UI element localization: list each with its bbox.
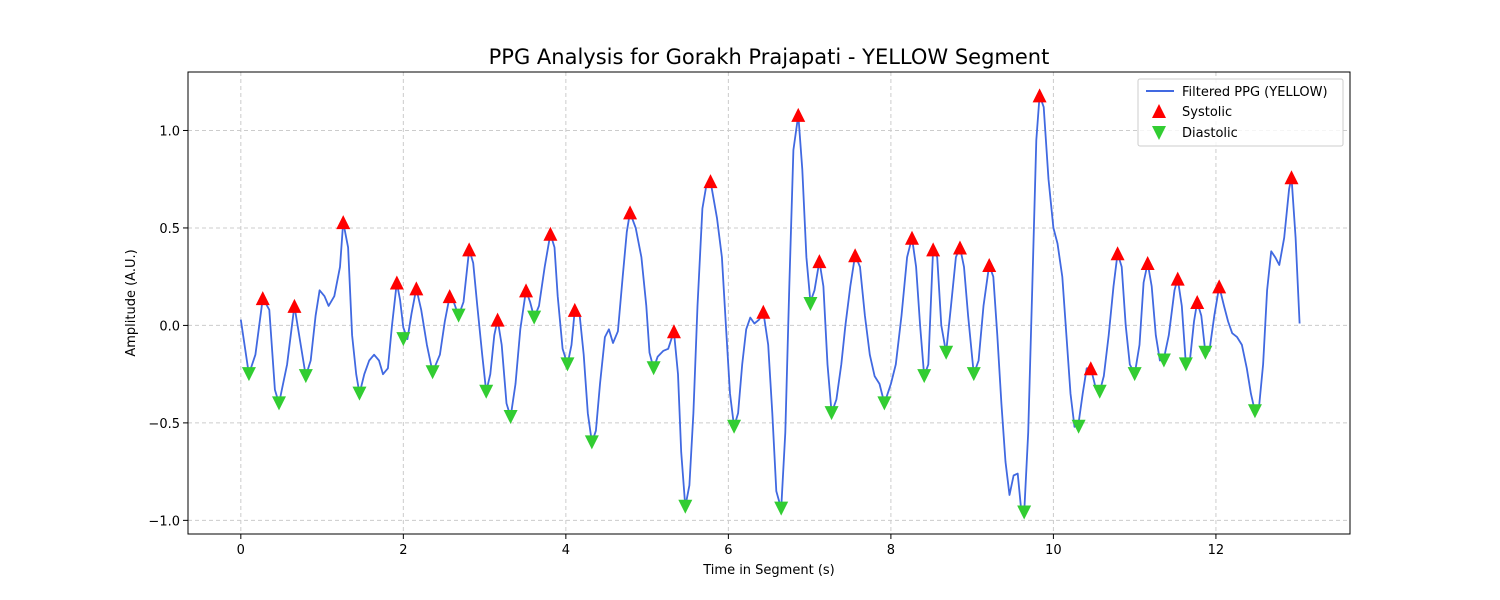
diastolic-marker	[1178, 357, 1193, 372]
diastolic-marker	[678, 499, 693, 514]
diastolic-marker	[1127, 367, 1142, 382]
systolic-marker	[1212, 279, 1227, 294]
systolic-marker	[812, 254, 827, 269]
y-tick-label: −1.0	[148, 514, 180, 529]
legend-box	[1137, 78, 1344, 147]
systolic-marker	[926, 242, 941, 257]
y-tick-label: −0.5	[148, 417, 180, 432]
diastolic-marker	[241, 367, 256, 382]
y-axis-label: Amplitude (A.U.)	[124, 249, 139, 356]
systolic-marker	[336, 215, 351, 230]
diastolic-marker	[451, 308, 466, 323]
diastolic-marker	[939, 345, 954, 360]
diastolic-marker	[803, 296, 818, 311]
systolic-marker	[703, 174, 718, 189]
systolic-marker	[409, 281, 424, 296]
legend-systolic-swatch	[1152, 104, 1166, 118]
y-axis: −1.0 −0.5 0.0 0.5 1.0	[148, 124, 188, 529]
x-tick-label: 8	[887, 543, 895, 558]
systolic-marker	[543, 226, 558, 241]
diastolic-marker	[1198, 345, 1213, 360]
diastolic-marker	[727, 419, 742, 434]
legend: Filtered PPG (YELLOW) Systolic Diastolic	[1137, 78, 1344, 147]
systolic-marker	[1190, 295, 1205, 310]
systolic-marker	[666, 324, 681, 339]
systolic-marker	[442, 289, 457, 304]
systolic-marker	[462, 242, 477, 257]
x-tick-label: 4	[562, 543, 570, 558]
x-axis: 0 2 4 6 8 10 12	[237, 534, 1225, 558]
diastolic-marker	[272, 396, 287, 411]
legend-entry-filtered: Filtered PPG (YELLOW)	[1182, 85, 1328, 100]
diastolic-marker	[298, 369, 313, 384]
plot-area	[239, 88, 1301, 520]
diastolic-marker	[352, 386, 367, 401]
diastolic-marker	[1247, 404, 1262, 419]
diastolic-marker	[527, 310, 542, 325]
diastolic-marker	[584, 435, 599, 450]
systolic-marker	[1032, 88, 1047, 103]
legend-diastolic-swatch	[1152, 126, 1166, 140]
systolic-marker	[1140, 256, 1155, 271]
systolic-marker	[1110, 246, 1125, 261]
diastolic-marker	[966, 367, 981, 382]
y-tick-label: 1.0	[159, 124, 180, 139]
systolic-marker	[567, 302, 582, 317]
systolic-marker	[1083, 361, 1098, 376]
x-tick-label: 10	[1045, 543, 1062, 558]
diastolic-marker	[503, 410, 518, 425]
systolic-marker	[952, 240, 967, 255]
diastolic-marker	[1092, 384, 1107, 399]
systolic-marker	[791, 107, 806, 122]
diastolic-marker	[646, 361, 661, 376]
y-tick-label: 0.0	[159, 319, 180, 334]
x-tick-label: 0	[237, 543, 245, 558]
systolic-marker	[756, 304, 771, 319]
diastolic-marker	[877, 396, 892, 411]
diastolic-marker	[917, 369, 932, 384]
x-tick-label: 2	[399, 543, 407, 558]
x-tick-label: 12	[1208, 543, 1225, 558]
diastolic-marker	[824, 406, 839, 421]
diastolic-marker	[1017, 505, 1032, 520]
systolic-marker	[389, 275, 404, 290]
systolic-marker	[982, 257, 997, 272]
legend-entry-systolic: Systolic	[1182, 105, 1232, 120]
systolic-marker	[1170, 271, 1185, 286]
x-tick-label: 6	[724, 543, 732, 558]
systolic-marker	[490, 312, 505, 327]
diastolic-marker	[774, 501, 789, 516]
diastolic-marker	[479, 384, 494, 399]
systolic-marker	[623, 205, 638, 220]
chart-title: PPG Analysis for Gorakh Prajapati - YELL…	[489, 45, 1050, 69]
diastolic-marker	[560, 357, 575, 372]
systolic-marker	[519, 283, 534, 298]
systolic-marker	[848, 248, 863, 263]
diastolic-marker	[425, 365, 440, 380]
diastolic-marker	[1156, 353, 1171, 368]
legend-entry-diastolic: Diastolic	[1182, 126, 1238, 141]
axes-frame	[187, 71, 1351, 535]
x-axis-label: Time in Segment (s)	[702, 563, 834, 578]
diastolic-marker	[1071, 419, 1086, 434]
systolic-marker	[287, 298, 302, 313]
systolic-marker	[1284, 170, 1299, 185]
systolic-marker	[255, 291, 270, 306]
y-tick-label: 0.5	[159, 222, 180, 237]
diastolic-marker	[396, 332, 411, 347]
systolic-marker	[905, 230, 920, 245]
